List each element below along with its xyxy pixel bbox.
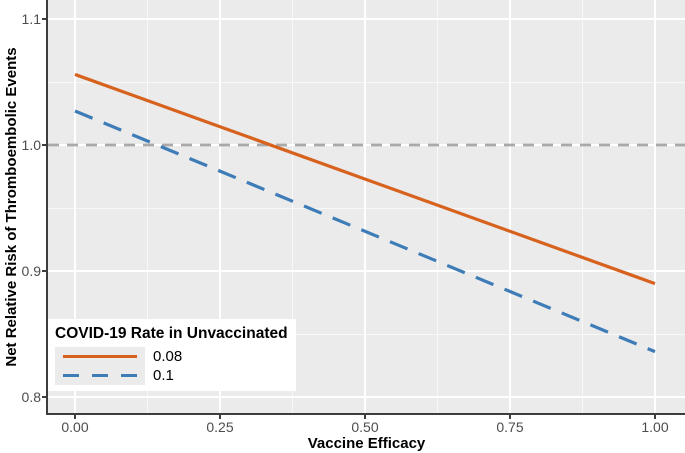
y-tick-mark xyxy=(42,144,46,146)
legend-entry-label: 0.1 xyxy=(153,367,174,384)
x-tick-mark xyxy=(74,415,76,419)
x-tick-label: 0.25 xyxy=(206,419,234,435)
legend-entry: 0.1 xyxy=(55,366,288,385)
series-line-0.08 xyxy=(74,72,656,286)
y-tick-label: 0.8 xyxy=(21,389,41,405)
x-tick-label: 0.50 xyxy=(351,419,379,435)
gridline-minor-y xyxy=(48,333,685,335)
y-axis-line xyxy=(46,0,48,415)
gridlines xyxy=(48,0,685,413)
gridline-minor-x xyxy=(582,0,583,413)
series-line-0.1 xyxy=(74,109,656,354)
legend: COVID-19 Rate in Unvaccinated 0.08 0.1 xyxy=(48,319,296,391)
chart-lines xyxy=(48,72,685,354)
y-tick-label: 1.0 xyxy=(21,137,41,153)
legend-key-line xyxy=(63,354,137,359)
gridline-major-y xyxy=(48,396,685,398)
legend-entry: 0.08 xyxy=(55,347,288,366)
y-tick-label: 1.1 xyxy=(21,11,41,27)
y-tick-mark xyxy=(42,270,46,272)
legend-entry-label: 0.08 xyxy=(153,348,183,365)
gridline-minor-x xyxy=(147,0,148,413)
legend-key xyxy=(55,347,145,366)
x-tick-mark xyxy=(219,415,221,419)
x-tick-mark xyxy=(509,415,511,419)
x-tick-label: 0.00 xyxy=(61,419,89,435)
y-axis-title: Net Relative Risk of Thromboembolic Even… xyxy=(3,47,20,367)
x-axis-title: Vaccine Efficacy xyxy=(307,435,426,452)
gridline-major-y xyxy=(48,270,685,272)
x-tick-mark xyxy=(654,415,656,419)
x-tick-label: 1.00 xyxy=(641,419,669,435)
gridline-major-x xyxy=(509,0,511,413)
gridline-major-x xyxy=(219,0,221,413)
y-tick-mark xyxy=(42,18,46,20)
gridline-major-x xyxy=(654,0,656,413)
gridline-minor-x xyxy=(292,0,293,413)
gridline-major-y xyxy=(48,144,685,146)
gridline-minor-y xyxy=(48,81,685,83)
legend-key xyxy=(55,366,145,385)
x-axis-line xyxy=(46,413,685,415)
gridline-major-x xyxy=(74,0,76,413)
gridline-major-y xyxy=(48,18,685,20)
legend-title: COVID-19 Rate in Unvaccinated xyxy=(55,325,288,342)
y-tick-mark xyxy=(42,396,46,398)
y-tick-label: 0.9 xyxy=(21,263,41,279)
legend-entries: 0.08 0.1 xyxy=(55,347,288,385)
gridline-major-x xyxy=(364,0,366,413)
legend-key-line xyxy=(63,373,137,378)
x-tick-mark xyxy=(364,415,366,419)
x-tick-label: 0.75 xyxy=(496,419,524,435)
gridline-minor-y xyxy=(48,207,685,209)
